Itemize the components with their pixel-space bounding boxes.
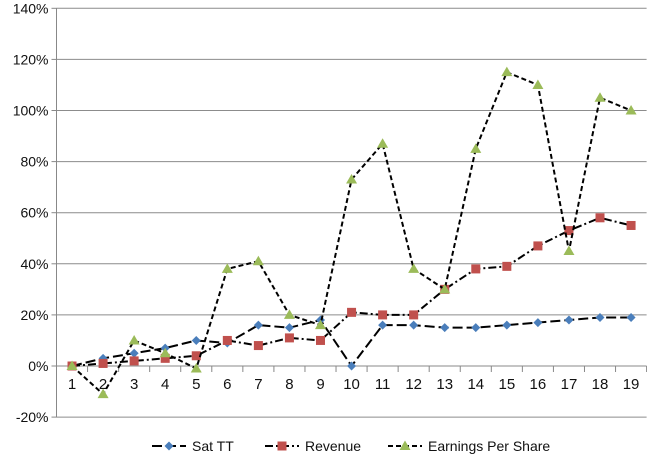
data-point-triangle: [625, 105, 637, 115]
series-line: [71, 216, 632, 367]
x-tick-label: 3: [130, 376, 138, 393]
x-tick-label: 6: [223, 376, 231, 393]
data-point-diamond: [502, 320, 512, 330]
data-point-square: [378, 310, 388, 320]
data-point-triangle: [346, 173, 358, 184]
legend-label: Sat TT: [192, 438, 234, 454]
x-tick-label: 16: [530, 376, 547, 393]
data-point-square: [98, 358, 108, 368]
data-point-triangle: [252, 255, 264, 266]
legend-label: Revenue: [305, 438, 361, 454]
data-point-diamond: [564, 315, 574, 325]
data-point-triangle: [501, 66, 513, 77]
x-tick-label: 8: [285, 376, 293, 393]
legend-item: Earnings Per Share: [388, 438, 550, 454]
data-point-triangle: [399, 440, 411, 450]
data-point-diamond: [347, 361, 357, 371]
x-tick-label: 9: [316, 376, 324, 393]
series-group: [66, 66, 637, 399]
y-tick-label: 100%: [13, 103, 49, 119]
x-tick-label: 10: [343, 376, 360, 393]
data-point-diamond: [471, 323, 481, 333]
data-point-square: [626, 220, 636, 230]
data-point-diamond: [533, 318, 543, 328]
data-point-triangle: [283, 309, 295, 319]
legend-item: Sat TT: [152, 438, 234, 454]
data-point-square: [533, 241, 543, 251]
data-point-square: [409, 310, 419, 320]
data-point-square: [347, 307, 357, 317]
y-axis-ticks: -20% 0% 20% 40% 60% 80% 100% 120% 140%: [13, 0, 57, 425]
data-point-triangle: [221, 263, 233, 273]
y-tick-label: 40%: [20, 256, 48, 272]
y-tick-label: 120%: [13, 51, 49, 67]
data-point-square: [564, 226, 574, 236]
data-point-square: [315, 335, 325, 345]
x-axis-ticks: 1 2 3 4 5 6 7 8 9 10 11 12 13 14 15 16 17 18 19: [56, 366, 647, 393]
y-tick-label: 0%: [28, 358, 48, 374]
data-point-square: [222, 335, 232, 345]
x-tick-label: 14: [467, 376, 484, 393]
data-point-diamond: [409, 320, 419, 330]
x-tick-label: 18: [592, 376, 609, 393]
y-tick-label: 80%: [20, 154, 48, 170]
data-point-triangle: [594, 92, 606, 102]
x-tick-label: 5: [192, 376, 200, 393]
data-point-square: [595, 213, 605, 223]
data-point-triangle: [408, 263, 420, 273]
x-tick-label: 13: [436, 376, 453, 393]
series-line: [71, 70, 632, 396]
data-point-diamond: [129, 348, 139, 358]
gridlines: [56, 7, 647, 418]
data-point-triangle: [439, 283, 451, 294]
y-tick-label: 140%: [13, 0, 49, 16]
data-point-square: [502, 261, 512, 271]
data-point-square: [253, 341, 263, 351]
x-tick-label: 4: [161, 376, 169, 393]
data-point-diamond: [440, 323, 450, 333]
y-tick-label: 60%: [20, 205, 48, 221]
legend-label: Earnings Per Share: [428, 438, 550, 454]
data-point-triangle: [314, 319, 326, 330]
data-point-diamond: [191, 335, 201, 345]
data-point-square: [129, 356, 139, 366]
legend-item: Revenue: [265, 438, 361, 454]
data-point-triangle: [159, 347, 171, 358]
data-point-square: [284, 333, 294, 343]
x-tick-label: 15: [498, 376, 515, 393]
data-point-diamond: [626, 312, 636, 322]
data-point-triangle: [532, 79, 544, 89]
data-point-diamond: [253, 320, 263, 330]
x-tick-label: 1: [68, 376, 76, 393]
series-revenue: [67, 213, 636, 371]
series-earnings-per-share: [66, 66, 637, 399]
x-tick-label: 17: [561, 376, 578, 393]
data-point-diamond: [284, 323, 294, 333]
y-tick-label: 20%: [20, 307, 48, 323]
data-point-triangle: [97, 388, 109, 399]
x-tick-label: 12: [405, 376, 422, 393]
x-tick-label: 11: [375, 376, 391, 393]
x-tick-label: 19: [623, 376, 640, 393]
data-point-diamond: [378, 320, 388, 330]
data-point-triangle: [66, 360, 78, 370]
x-tick-label: 7: [254, 376, 262, 393]
data-point-square: [160, 353, 170, 363]
data-point-triangle: [470, 143, 482, 153]
data-point-triangle: [128, 334, 140, 345]
data-point-diamond: [595, 312, 605, 322]
legend: Sat TT Revenue Earnings Per Share: [152, 438, 550, 454]
series-sat-tt: [67, 312, 636, 371]
data-point-square: [277, 441, 287, 451]
data-point-square: [191, 351, 201, 361]
data-point-triangle: [377, 138, 389, 148]
y-tick-label: -20%: [16, 409, 49, 425]
data-point-triangle: [190, 363, 202, 373]
data-point-square: [471, 264, 481, 274]
data-point-triangle: [563, 245, 575, 256]
x-tick-label: 2: [99, 376, 107, 393]
data-point-diamond: [164, 441, 174, 451]
